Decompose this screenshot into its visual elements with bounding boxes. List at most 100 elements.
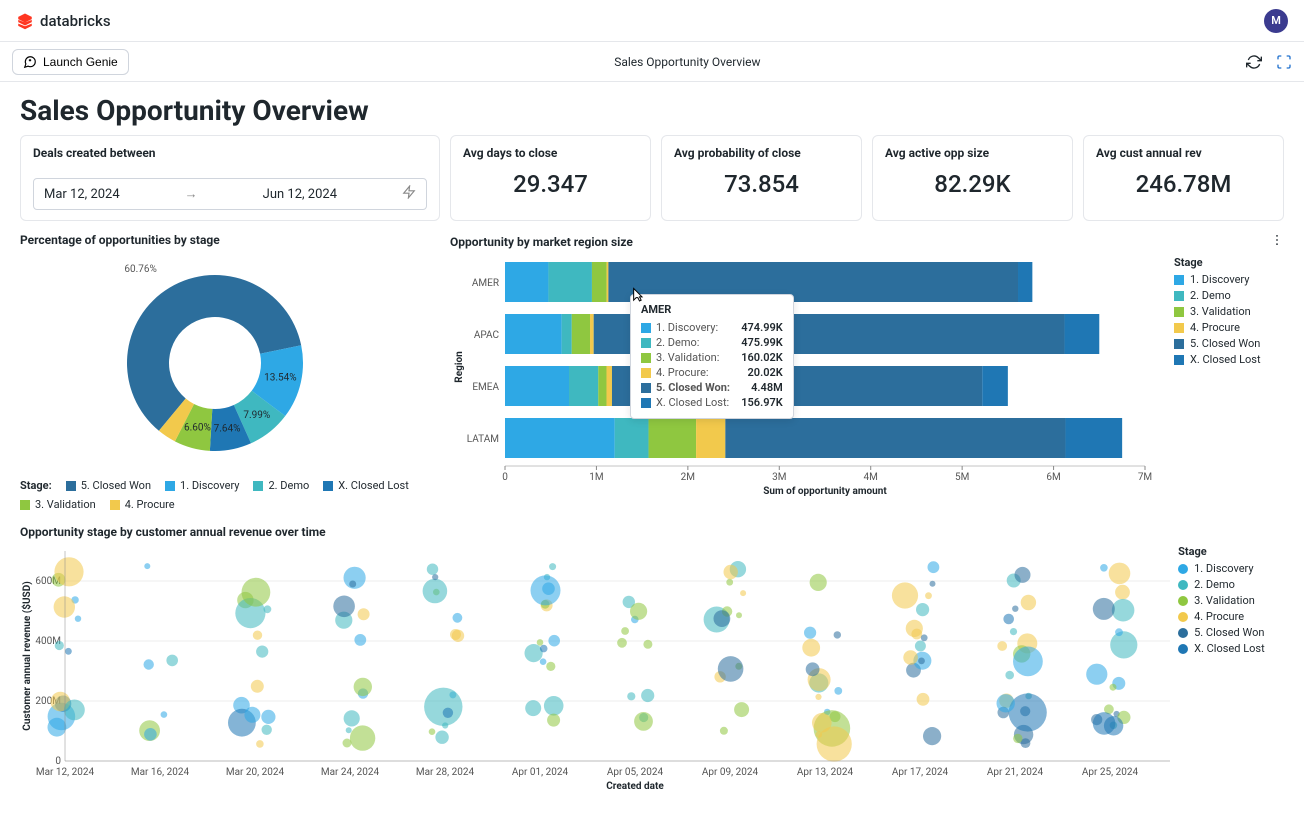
bar-segment[interactable] (725, 418, 1065, 458)
bubble-point[interactable] (531, 575, 561, 605)
bar-segment[interactable] (1018, 262, 1032, 302)
bubble-point[interactable] (1100, 564, 1108, 572)
bubble-point[interactable] (548, 635, 560, 647)
bubble-point[interactable] (928, 561, 940, 573)
bubble-point[interactable] (244, 707, 260, 723)
bubble-point[interactable] (75, 616, 81, 622)
bubble-point[interactable] (918, 658, 925, 665)
bubble-point[interactable] (65, 648, 72, 655)
bubble-point[interactable] (1021, 595, 1036, 610)
bubble-point[interactable] (55, 641, 64, 650)
bar-segment[interactable] (562, 314, 572, 354)
bubble-point[interactable] (906, 620, 923, 637)
bubble-point[interactable] (643, 640, 652, 649)
bubble-point[interactable] (256, 646, 268, 658)
bubble-point[interactable] (630, 603, 647, 620)
bar-segment[interactable] (505, 418, 615, 458)
launch-genie-button[interactable]: Launch Genie (12, 49, 129, 75)
bar-segment[interactable] (569, 366, 598, 406)
bubble-point[interactable] (1112, 599, 1135, 622)
bubble-point[interactable] (166, 655, 178, 667)
bubble-point[interactable] (253, 631, 262, 640)
bubble-point[interactable] (815, 694, 821, 700)
legend-item[interactable]: 2. Demo (1174, 289, 1284, 302)
bubble-point[interactable] (740, 590, 746, 596)
bubble-point[interactable] (64, 700, 85, 721)
bubble-point[interactable] (1010, 628, 1017, 635)
legend-item[interactable]: 1. Discovery (165, 479, 239, 492)
bubble-point[interactable] (540, 645, 548, 653)
bubble-point[interactable] (432, 574, 438, 580)
legend-item[interactable]: 5. Closed Won (66, 479, 151, 492)
bubble-point[interactable] (1015, 567, 1031, 583)
bar-segment[interactable] (598, 366, 606, 406)
bar-segment[interactable] (572, 314, 590, 354)
bubble-point[interactable] (537, 639, 544, 646)
bubble-point[interactable] (921, 634, 928, 641)
bubble-point[interactable] (1005, 671, 1014, 680)
bubble-point[interactable] (544, 696, 564, 716)
bubble-point[interactable] (930, 581, 936, 587)
bubble-point[interactable] (344, 710, 360, 726)
bubble-point[interactable] (525, 644, 543, 662)
bar-segment[interactable] (548, 262, 592, 302)
bubble-point[interactable] (546, 662, 555, 671)
bar-segment[interactable] (505, 262, 548, 302)
bubble-point[interactable] (262, 725, 272, 735)
legend-item[interactable]: 3. Validation (20, 498, 96, 511)
bubble-point[interactable] (997, 641, 1007, 651)
bubble-point[interactable] (1086, 664, 1107, 685)
bubble-point[interactable] (354, 678, 372, 696)
bubble-point[interactable] (435, 731, 448, 744)
bubble-point[interactable] (806, 662, 820, 676)
legend-item[interactable]: X. Closed Lost (323, 479, 409, 492)
legend-item[interactable]: X. Closed Lost (1178, 642, 1284, 655)
bubble-point[interactable] (144, 659, 154, 669)
brand[interactable]: databricks (16, 12, 111, 30)
bubble-point[interactable] (1110, 631, 1137, 658)
bubble-point[interactable] (917, 693, 930, 706)
bubble-point[interactable] (452, 630, 464, 642)
bubble-point[interactable] (443, 708, 453, 718)
bubble-point[interactable] (718, 656, 744, 682)
bubble-point[interactable] (736, 612, 742, 618)
legend-item[interactable]: 5. Closed Won (1178, 626, 1284, 639)
bubble-point[interactable] (354, 634, 366, 646)
bubble-point[interactable] (817, 726, 852, 761)
bar-segment[interactable] (649, 418, 697, 458)
bubble-point[interactable] (621, 627, 629, 635)
bubble-point[interactable] (925, 592, 932, 599)
bar-segment[interactable] (505, 366, 569, 406)
bubble-point[interactable] (834, 631, 841, 638)
bubble-point[interactable] (1115, 585, 1130, 600)
legend-item[interactable]: 3. Validation (1178, 594, 1284, 607)
bar-segment[interactable] (696, 418, 725, 458)
bubble-point[interactable] (802, 639, 820, 657)
bubble-point[interactable] (720, 727, 728, 735)
bar-segment[interactable] (1065, 418, 1122, 458)
date-range-picker[interactable]: Mar 12, 2024 → Jun 12, 2024 (33, 178, 427, 210)
bubble-point[interactable] (724, 565, 738, 579)
bubble-point[interactable] (48, 718, 67, 737)
bar-segment[interactable] (607, 262, 609, 302)
legend-item[interactable]: 5. Closed Won (1174, 337, 1284, 350)
bubble-point[interactable] (54, 596, 75, 617)
bubble-point[interactable] (525, 700, 541, 716)
bubble-point[interactable] (343, 739, 352, 748)
bubble-point[interactable] (251, 680, 264, 693)
bubble-point[interactable] (144, 563, 150, 569)
bubble-point[interactable] (1003, 614, 1014, 625)
bubble-point[interactable] (997, 694, 1015, 712)
bubble-point[interactable] (810, 574, 827, 591)
legend-item[interactable]: 1. Discovery (1178, 562, 1284, 575)
refresh-icon[interactable] (1246, 54, 1262, 70)
bubble-point[interactable] (1013, 734, 1022, 743)
avatar[interactable]: M (1264, 9, 1288, 33)
bubble-point[interactable] (1009, 693, 1047, 731)
donut-chart[interactable]: 60.76%13.54%7.99%7.64%6.60% (100, 253, 360, 473)
bar-segment[interactable] (1065, 314, 1100, 354)
bubble-point[interactable] (726, 579, 733, 586)
bar-segment[interactable] (505, 314, 562, 354)
bar-segment[interactable] (590, 314, 594, 354)
bar-segment[interactable] (592, 262, 607, 302)
